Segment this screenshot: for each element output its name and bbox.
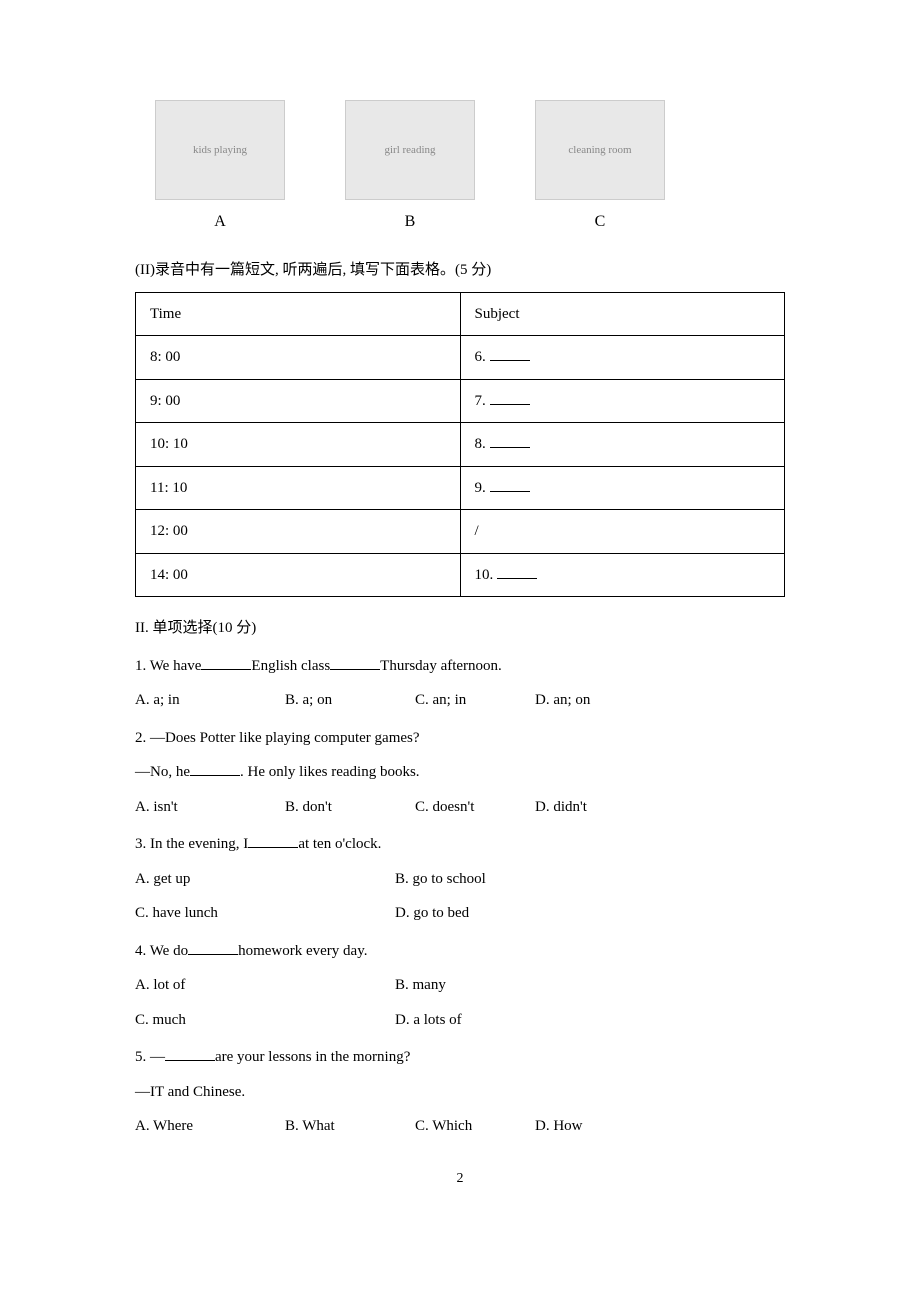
question-5-line1: 5. —are your lessons in the morning?	[135, 1046, 785, 1069]
table-header-time: Time	[136, 292, 461, 336]
cell-time: 10: 10	[136, 423, 461, 467]
table-row: 11: 10 9.	[136, 466, 785, 510]
option-a: A. lot of	[135, 974, 395, 997]
image-c: cleaning room	[535, 100, 665, 200]
option-b: B. What	[285, 1115, 415, 1138]
option-d: D. didn't	[535, 796, 655, 819]
option-a: A. get up	[135, 868, 395, 891]
option-c: C. have lunch	[135, 902, 395, 925]
image-row: kids playing girl reading cleaning room	[135, 100, 785, 200]
option-c: C. much	[135, 1009, 395, 1032]
cell-time: 9: 00	[136, 379, 461, 423]
option-c: C. an; in	[415, 689, 535, 712]
image-a: kids playing	[155, 100, 285, 200]
option-d: D. How	[535, 1115, 655, 1138]
option-d: D. a lots of	[395, 1009, 655, 1032]
option-a: A. a; in	[135, 689, 285, 712]
question-3-text: 3. In the evening, Iat ten o'clock.	[135, 833, 785, 856]
question-2-line1: 2. —Does Potter like playing computer ga…	[135, 727, 785, 750]
table-row: 12: 00 /	[136, 510, 785, 554]
schedule-table: Time Subject 8: 00 6. 9: 00 7. 10: 10 8.…	[135, 292, 785, 598]
image-label-c: C	[535, 210, 665, 234]
image-labels-row: A B C	[135, 210, 785, 234]
question-1-options: A. a; in B. a; on C. an; in D. an; on	[135, 689, 785, 712]
option-a: A. isn't	[135, 796, 285, 819]
question-3: 3. In the evening, Iat ten o'clock. A. g…	[135, 833, 785, 925]
question-5: 5. —are your lessons in the morning? —IT…	[135, 1046, 785, 1138]
question-4: 4. We dohomework every day. A. lot of B.…	[135, 940, 785, 1032]
section-2-title: II. 单项选择(10 分)	[135, 617, 785, 640]
option-a: A. Where	[135, 1115, 285, 1138]
question-5-line2: —IT and Chinese.	[135, 1081, 785, 1104]
question-2-line2: —No, he. He only likes reading books.	[135, 761, 785, 784]
cell-subject: 10.	[460, 553, 785, 597]
option-c: C. doesn't	[415, 796, 535, 819]
image-b: girl reading	[345, 100, 475, 200]
cell-subject: 7.	[460, 379, 785, 423]
question-3-options: A. get up B. go to school C. have lunch …	[135, 868, 785, 925]
table-row: 10: 10 8.	[136, 423, 785, 467]
question-2: 2. —Does Potter like playing computer ga…	[135, 727, 785, 819]
cell-subject: /	[460, 510, 785, 554]
table-row: 9: 00 7.	[136, 379, 785, 423]
question-4-options: A. lot of B. many C. much D. a lots of	[135, 974, 785, 1031]
cell-subject: 6.	[460, 336, 785, 380]
cell-time: 11: 10	[136, 466, 461, 510]
option-d: D. go to bed	[395, 902, 655, 925]
option-d: D. an; on	[535, 689, 655, 712]
option-b: B. many	[395, 974, 655, 997]
image-label-b: B	[345, 210, 475, 234]
cell-subject: 8.	[460, 423, 785, 467]
table-header-row: Time Subject	[136, 292, 785, 336]
cell-time: 12: 00	[136, 510, 461, 554]
table-header-subject: Subject	[460, 292, 785, 336]
question-2-options: A. isn't B. don't C. doesn't D. didn't	[135, 796, 785, 819]
image-label-a: A	[155, 210, 285, 234]
cell-time: 8: 00	[136, 336, 461, 380]
question-1-text: 1. We haveEnglish classThursday afternoo…	[135, 655, 785, 678]
question-4-text: 4. We dohomework every day.	[135, 940, 785, 963]
option-b: B. don't	[285, 796, 415, 819]
question-1: 1. We haveEnglish classThursday afternoo…	[135, 655, 785, 712]
cell-subject: 9.	[460, 466, 785, 510]
question-5-options: A. Where B. What C. Which D. How	[135, 1115, 785, 1138]
option-b: B. a; on	[285, 689, 415, 712]
option-c: C. Which	[415, 1115, 535, 1138]
cell-time: 14: 00	[136, 553, 461, 597]
page-number: 2	[135, 1168, 785, 1189]
instruction-text: (II)录音中有一篇短文, 听两遍后, 填写下面表格。(5 分)	[135, 259, 785, 282]
table-row: 14: 00 10.	[136, 553, 785, 597]
option-b: B. go to school	[395, 868, 655, 891]
table-row: 8: 00 6.	[136, 336, 785, 380]
